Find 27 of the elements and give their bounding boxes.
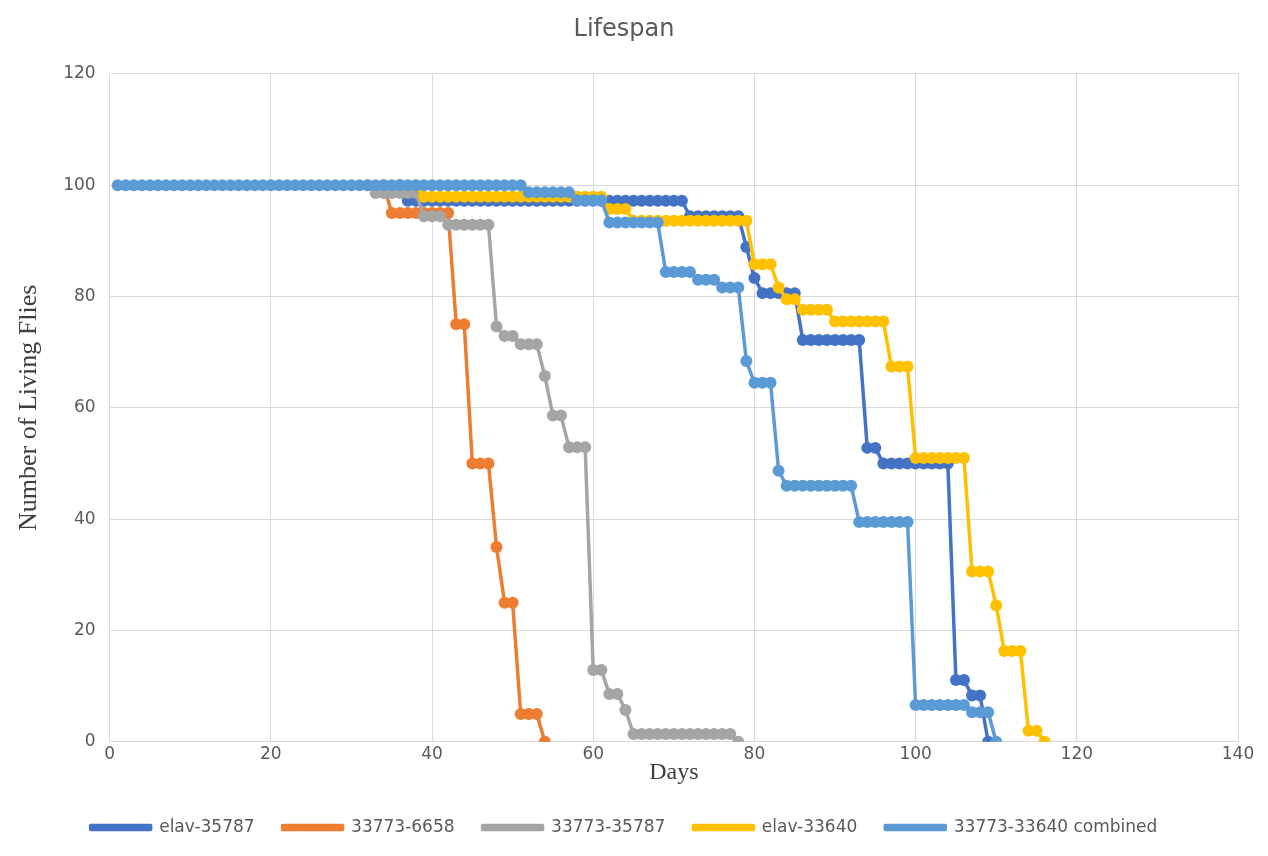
legend-label: 33773-33640 combined (953, 815, 1158, 836)
legend-label: elav-35787 (159, 815, 255, 836)
y-tick-label: 80 (74, 284, 96, 305)
y-tick-label: 120 (63, 62, 96, 83)
chart-title: Lifespan (573, 13, 675, 42)
point (490, 320, 503, 333)
y-tick-label: 60 (74, 396, 96, 417)
legend-label: 33773-35787 (551, 815, 666, 836)
x-tick-label: 60 (582, 743, 605, 764)
x-tick-label: 100 (899, 743, 932, 764)
point (490, 540, 503, 553)
y-tick-label: 20 (74, 618, 96, 639)
x-tick-label: 80 (743, 743, 766, 764)
legend-label: elav-33640 (761, 815, 858, 836)
x-tick-label: 120 (1060, 743, 1094, 764)
x-tick-label: 20 (260, 743, 282, 764)
point (619, 704, 632, 717)
x-tick-label: 40 (421, 743, 443, 764)
legend-label: 33773-6658 (351, 815, 455, 836)
x-tick-label: 140 (1221, 743, 1255, 764)
y-tick-label: 100 (63, 173, 96, 194)
x-tick-label: 0 (104, 743, 116, 764)
point (538, 370, 551, 383)
y-axis-title: Number of Living Flies (13, 284, 43, 531)
y-tick-label: 40 (74, 507, 96, 528)
x-axis-title: Days (649, 757, 699, 784)
y-tick-label: 0 (84, 730, 96, 751)
